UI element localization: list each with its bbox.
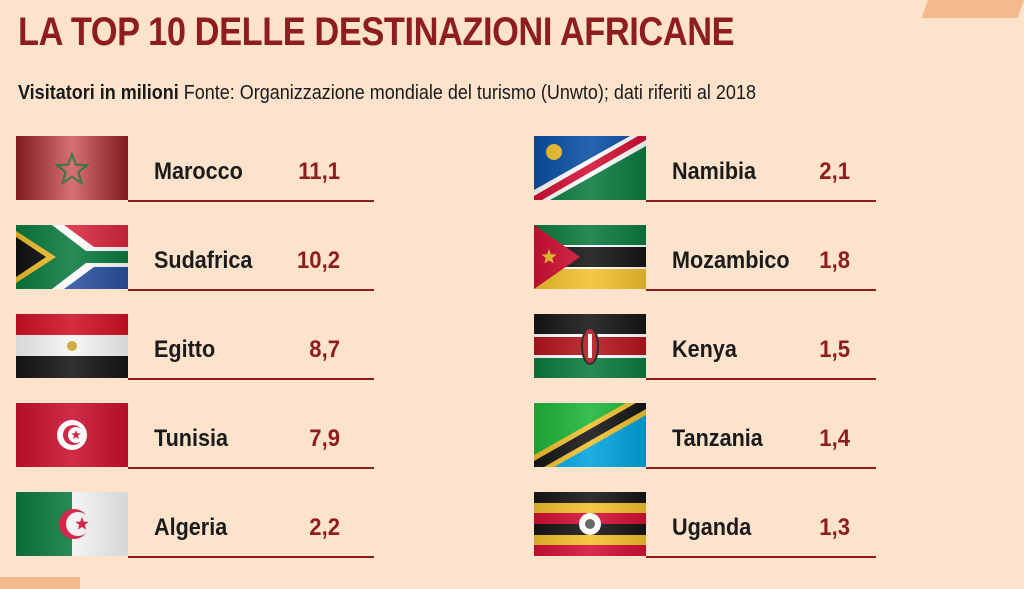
namibia-flag	[534, 136, 646, 200]
visitor-value: 2,2	[309, 514, 340, 541]
chart-title: LA TOP 10 DELLE DESTINAZIONI AFRICANE	[18, 10, 735, 54]
country-name: Sudafrica	[154, 247, 253, 274]
country-name: Algeria	[154, 514, 228, 541]
algeria-flag	[16, 492, 128, 556]
corner-decoration	[921, 0, 1024, 18]
row-divider	[646, 200, 876, 202]
row-divider	[128, 467, 374, 469]
country-name: Tunisia	[154, 425, 229, 452]
row-divider	[646, 378, 876, 380]
chart-subtitle: Visitatori in milioni Fonte: Organizzazi…	[18, 82, 756, 105]
country-name: Egitto	[154, 336, 216, 363]
country-row: Namibia 2,1	[534, 136, 876, 202]
tunisia-flag	[16, 403, 128, 467]
country-row: Tunisia 7,9	[16, 403, 374, 469]
row-divider	[128, 556, 374, 558]
country-name: Marocco	[154, 158, 243, 185]
country-name: Namibia	[672, 158, 757, 185]
country-name: Mozambico	[672, 247, 790, 274]
row-divider	[646, 556, 876, 558]
mozambique-flag	[534, 225, 646, 289]
row-divider	[128, 200, 374, 202]
morocco-flag	[16, 136, 128, 200]
country-row: Mozambico 1,8	[534, 225, 876, 291]
row-divider	[646, 467, 876, 469]
country-row: Marocco 11,1	[16, 136, 374, 202]
tanzania-flag	[534, 403, 646, 467]
visitor-value: 2,1	[819, 158, 850, 185]
row-divider	[646, 289, 876, 291]
kenya-flag	[534, 314, 646, 378]
country-row: Sudafrica 10,2	[16, 225, 374, 291]
country-row: Egitto 8,7	[16, 314, 374, 380]
south-africa-flag	[16, 225, 128, 289]
visitor-value: 7,9	[309, 425, 340, 452]
country-row: Uganda 1,3	[534, 492, 876, 558]
subtitle-unit: Visitatori in milioni	[18, 82, 179, 104]
visitor-value: 1,4	[819, 425, 850, 452]
visitor-value: 1,8	[819, 247, 850, 274]
visitor-value: 1,3	[819, 514, 850, 541]
country-row: Algeria 2,2	[16, 492, 374, 558]
country-name: Uganda	[672, 514, 752, 541]
visitor-value: 1,5	[819, 336, 850, 363]
row-divider	[128, 378, 374, 380]
subtitle-source: Fonte: Organizzazione mondiale del turis…	[183, 82, 756, 104]
country-name: Kenya	[672, 336, 737, 363]
visitor-value: 11,1	[298, 158, 340, 185]
country-name: Tanzania	[672, 425, 763, 452]
uganda-flag	[534, 492, 646, 556]
country-row: Kenya 1,5	[534, 314, 876, 380]
visitor-value: 8,7	[309, 336, 340, 363]
country-row: Tanzania 1,4	[534, 403, 876, 469]
corner-decoration-bottom	[0, 577, 80, 589]
row-divider	[128, 289, 374, 291]
egypt-flag	[16, 314, 128, 378]
visitor-value: 10,2	[297, 247, 340, 274]
